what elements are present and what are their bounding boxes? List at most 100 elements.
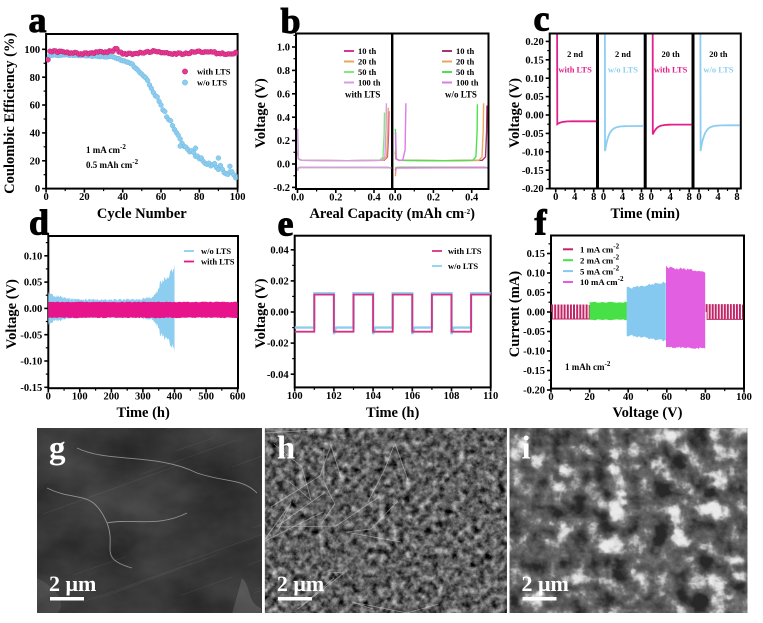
svg-text:2 mA cm-2: 2 mA cm-2: [580, 253, 620, 265]
svg-text:110: 110: [483, 391, 498, 402]
svg-text:10 mA cm-2: 10 mA cm-2: [580, 275, 624, 287]
svg-text:0: 0: [35, 184, 40, 195]
svg-text:0.4: 0.4: [277, 113, 291, 124]
svg-text:100: 100: [287, 391, 303, 402]
svg-text:c: c: [534, 0, 550, 39]
svg-text:0.5 mAh cm-2: 0.5 mAh cm-2: [86, 158, 139, 170]
svg-text:0.0: 0.0: [389, 193, 402, 204]
svg-text:1 mA cm-2: 1 mA cm-2: [86, 143, 126, 155]
svg-text:Voltage (V): Voltage (V): [253, 278, 269, 348]
svg-text:-0.10: -0.10: [522, 147, 544, 158]
svg-text:e: e: [278, 204, 294, 244]
svg-text:0: 0: [548, 392, 553, 403]
svg-text:a: a: [29, 0, 47, 40]
svg-text:102: 102: [326, 391, 342, 402]
svg-text:-0.04: -0.04: [267, 370, 290, 381]
svg-text:Voltage (V): Voltage (V): [613, 405, 683, 421]
svg-text:0: 0: [46, 392, 51, 403]
svg-text:100 th: 100 th: [358, 78, 381, 88]
svg-text:80: 80: [30, 73, 41, 84]
svg-text:20 th: 20 th: [662, 49, 680, 59]
svg-text:-0.20: -0.20: [523, 386, 545, 397]
svg-text:8: 8: [687, 192, 692, 203]
svg-text:0: 0: [649, 192, 654, 203]
svg-text:40: 40: [117, 192, 128, 203]
svg-text:100: 100: [72, 392, 88, 403]
svg-text:60: 60: [30, 101, 41, 112]
svg-text:with LTS: with LTS: [201, 257, 235, 267]
svg-text:100: 100: [736, 392, 752, 403]
svg-text:40: 40: [30, 129, 41, 140]
svg-text:0.6: 0.6: [277, 89, 290, 100]
svg-text:0: 0: [601, 192, 606, 203]
svg-text:80: 80: [194, 192, 205, 203]
svg-text:0.4: 0.4: [367, 193, 381, 204]
svg-text:-0.15: -0.15: [523, 366, 545, 377]
svg-text:1 mAh cm-2: 1 mAh cm-2: [565, 360, 611, 372]
svg-text:0.00: 0.00: [525, 111, 543, 122]
svg-text:2 nd: 2 nd: [615, 49, 631, 59]
svg-text:20 th: 20 th: [456, 57, 474, 67]
svg-text:4: 4: [620, 192, 626, 203]
svg-text:-0.05: -0.05: [20, 330, 42, 341]
svg-text:400: 400: [167, 392, 183, 403]
svg-text:0.0: 0.0: [277, 160, 290, 171]
svg-text:0: 0: [696, 192, 701, 203]
svg-text:Time (h): Time (h): [117, 405, 170, 421]
svg-text:1.0: 1.0: [277, 43, 290, 54]
svg-text:8: 8: [639, 192, 644, 203]
svg-text:-0.2: -0.2: [273, 183, 290, 194]
svg-text:0.10: 0.10: [527, 269, 545, 280]
svg-text:10 th: 10 th: [358, 46, 376, 56]
svg-text:0.15: 0.15: [527, 249, 545, 260]
svg-text:100 th: 100 th: [456, 78, 479, 88]
svg-text:300: 300: [135, 392, 151, 403]
svg-text:0.15: 0.15: [525, 55, 543, 66]
svg-text:0.10: 0.10: [525, 74, 543, 85]
svg-text:0.2: 0.2: [329, 193, 342, 204]
svg-text:Areal Capacity (mAh cm-2): Areal Capacity (mAh cm-2): [309, 206, 475, 222]
svg-text:0.0: 0.0: [291, 193, 304, 204]
svg-text:108: 108: [444, 391, 460, 402]
svg-text:-0.15: -0.15: [20, 383, 42, 394]
svg-text:w/o LTS: w/o LTS: [608, 65, 638, 75]
svg-text:i: i: [522, 431, 531, 467]
svg-text:-0.20: -0.20: [522, 184, 544, 195]
svg-text:0.10: 0.10: [24, 251, 42, 262]
svg-text:Current (mA): Current (mA): [507, 271, 523, 357]
svg-text:0: 0: [553, 192, 558, 203]
svg-text:0.04: 0.04: [270, 245, 289, 256]
svg-text:w/o LTS: w/o LTS: [445, 90, 477, 100]
svg-text:60: 60: [156, 192, 167, 203]
svg-text:2 μm: 2 μm: [49, 571, 96, 596]
svg-text:0.8: 0.8: [277, 66, 290, 77]
svg-text:0.00: 0.00: [24, 304, 42, 315]
svg-text:8: 8: [591, 192, 596, 203]
svg-text:80: 80: [700, 392, 711, 403]
svg-text:h: h: [277, 431, 295, 467]
svg-text:100: 100: [24, 45, 40, 56]
svg-text:0.05: 0.05: [24, 278, 42, 289]
svg-text:2 nd: 2 nd: [567, 49, 583, 59]
svg-text:-0.05: -0.05: [522, 129, 544, 140]
svg-text:w/o LTS: w/o LTS: [201, 246, 231, 256]
svg-text:Time (h): Time (h): [366, 405, 419, 421]
svg-text:with LTS: with LTS: [448, 246, 482, 256]
svg-text:w/o LTS: w/o LTS: [197, 78, 227, 88]
svg-text:w/o LTS: w/o LTS: [703, 65, 733, 75]
svg-text:2 μm: 2 μm: [277, 571, 324, 596]
svg-text:0.05: 0.05: [527, 288, 545, 299]
svg-text:Voltage (V): Voltage (V): [507, 78, 523, 148]
svg-text:20 th: 20 th: [709, 49, 727, 59]
svg-text:40: 40: [623, 392, 634, 403]
svg-text:b: b: [281, 1, 301, 41]
svg-text:Coulombic Efficiency (%): Coulombic Efficiency (%): [2, 33, 18, 194]
svg-text:4: 4: [668, 192, 674, 203]
svg-text:f: f: [535, 203, 548, 243]
svg-text:with LTS: with LTS: [345, 90, 380, 100]
svg-text:8: 8: [734, 192, 739, 203]
svg-text:0.05: 0.05: [525, 92, 543, 103]
svg-text:-0.10: -0.10: [20, 357, 42, 368]
svg-text:20: 20: [584, 392, 595, 403]
svg-text:-0.15: -0.15: [522, 166, 544, 177]
